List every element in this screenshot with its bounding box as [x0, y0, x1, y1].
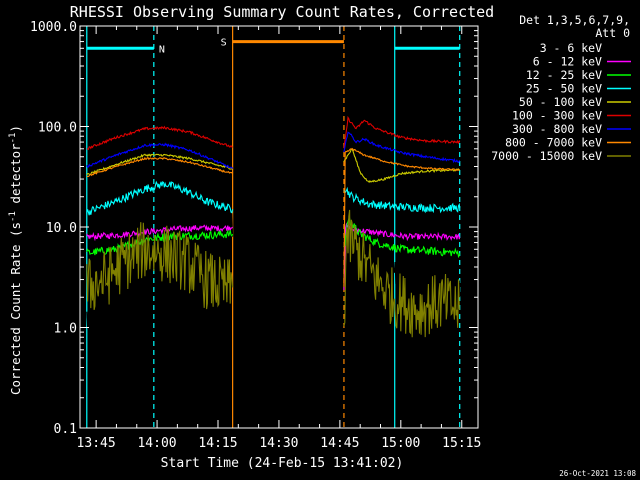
y-axis-label: Corrected Count Rate (s-1 detector-1)	[8, 125, 23, 395]
flag-label-n: N	[159, 44, 165, 55]
y-tick-label: 1.0	[54, 322, 77, 337]
series-line-9-segment-1	[86, 222, 234, 311]
series-line-8-segment-2	[343, 147, 460, 287]
y-axis-label-sup: -1	[8, 211, 18, 222]
footer-timestamp: 26-Oct-2021 13:08	[559, 469, 636, 478]
series-line-1-segment-1	[86, 213, 234, 330]
series-line-6-segment-1	[86, 125, 233, 151]
legend-entry-label: 3 - 6 keV	[540, 41, 602, 55]
series-line-4-segment-1	[86, 180, 234, 216]
x-tick-label: 15:15	[442, 436, 481, 451]
x-axis-label: Start Time (24-Feb-15 13:41:02)	[161, 456, 404, 471]
series-line-7-segment-2	[343, 131, 461, 164]
series-line-9-segment-2	[343, 209, 461, 338]
y-axis-label-part: Corrected Count Rate (s	[8, 222, 23, 395]
legend-header-line1: Det 1,3,5,6,7,9,	[519, 13, 630, 27]
y-tick-label: 100.0	[38, 121, 77, 136]
chart-title: RHESSI Observing Summary Count Rates, Co…	[70, 3, 494, 21]
series-line-8-segment-1	[86, 156, 234, 178]
x-tick-label: 14:00	[137, 436, 176, 451]
legend-entry-label: 25 - 50 keV	[526, 82, 602, 96]
legend-entry-label: 12 - 25 keV	[526, 68, 602, 82]
x-tick-label: 13:45	[77, 436, 116, 451]
y-axis-label-part: )	[8, 125, 23, 133]
axis-ticks: 13:45 14:00 14:15 14:30 14:45 15:00 15:15 0.1 1.…	[30, 20, 481, 451]
series-line-7-segment-1	[86, 142, 234, 169]
series-line-4-segment-2	[343, 186, 461, 214]
series-line-2-segment-2	[343, 222, 461, 291]
x-tick-label: 14:45	[320, 436, 359, 451]
legend-entry-label: 100 - 300 keV	[512, 109, 602, 123]
series-line-2-segment-1	[86, 224, 234, 242]
series-line-5-segment-1	[86, 153, 233, 176]
legend-entry-label: 7000 - 15000 keV	[491, 149, 602, 163]
flag-label-s: S	[221, 38, 227, 49]
y-tick-label: 10.0	[46, 221, 77, 236]
series-line-5-segment-2	[343, 148, 461, 184]
x-tick-label: 14:30	[259, 436, 298, 451]
legend-entry-label: 6 - 12 keV	[533, 55, 602, 69]
plot-area: NS	[86, 26, 461, 428]
x-tick-label: 14:15	[198, 436, 237, 451]
y-axis-label-sup: -1	[8, 133, 18, 144]
series-line-6-segment-2	[343, 115, 461, 149]
y-tick-label: 1000.0	[30, 20, 77, 35]
legend-header-line2: Att 0	[595, 26, 630, 40]
y-axis-label-part: detector	[8, 143, 23, 211]
legend-entry-label: 800 - 7000 keV	[505, 136, 602, 150]
y-tick-label: 0.1	[54, 422, 77, 437]
x-tick-label: 15:00	[381, 436, 420, 451]
legend-entry-label: 50 - 100 keV	[519, 95, 602, 109]
series-line-3-segment-2	[343, 217, 461, 259]
legend-entry-label: 300 - 800 keV	[512, 122, 602, 136]
